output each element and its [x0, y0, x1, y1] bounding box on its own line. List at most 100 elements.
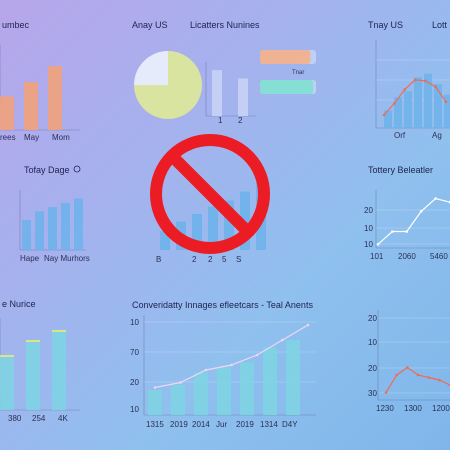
p4-bar-2 — [48, 207, 57, 250]
p9-point-2 — [406, 366, 409, 369]
p3-bar-3 — [414, 77, 422, 128]
p8-series-line — [154, 324, 309, 389]
p6-ylabel-2: 10 — [364, 240, 373, 249]
p9-xlabel-0: 1230 — [376, 404, 394, 413]
p8-ylabel-2: 20 — [130, 378, 139, 387]
p2-title-right: Licatters Nunines — [190, 20, 260, 30]
p1-bar-0 — [0, 96, 14, 130]
p8-point-1 — [179, 381, 182, 384]
p8-ylabel-3: 10 — [130, 405, 139, 414]
p5-bar-4 — [224, 200, 234, 250]
p5-xlabel-4: S — [236, 255, 242, 264]
p9-point-4 — [427, 376, 430, 379]
p4-bar-1 — [35, 211, 44, 250]
p4-bar-3 — [61, 202, 70, 250]
p7-xlabel-0: 380 — [8, 414, 22, 423]
p8-bar-5 — [263, 347, 277, 415]
p3-point-4 — [424, 79, 427, 83]
p8-bar-2 — [194, 372, 208, 415]
p2-progress-fill-0 — [260, 50, 311, 64]
p2-xlabel-1: 2 — [238, 116, 243, 125]
p6-title: Tottery Beleatler — [368, 165, 434, 175]
p3-title-left: Tnay US — [368, 20, 404, 30]
p8-point-2 — [204, 368, 208, 372]
p3-xlabel-0: Orf — [394, 131, 406, 140]
p5-xlabel-3: 5 — [222, 255, 227, 264]
p2-title-left: Anay US — [132, 20, 168, 30]
p1-xlabel-1: May — [24, 133, 40, 142]
p2-bar-0 — [212, 70, 222, 116]
p8-xlabel-2: 2014 — [192, 420, 210, 429]
p6-xlabel-0: 101 — [370, 252, 384, 261]
p5-bar-3 — [208, 206, 218, 250]
clock-icon — [73, 165, 81, 173]
p7-bar-cap-1 — [26, 340, 40, 342]
p8-point-3 — [230, 363, 233, 367]
p7-title: e Nurice — [2, 299, 36, 309]
p7-xlabel-1: 254 — [32, 414, 46, 423]
p7-bar-cap-0 — [0, 355, 14, 357]
p2-pie-slice-1 — [134, 51, 168, 85]
p3-bar-4 — [424, 73, 432, 128]
p5-xlabel-0: B — [156, 255, 162, 264]
p1-xlabel-2: Mom — [52, 133, 70, 142]
p4-title: Tofay Dage — [24, 165, 70, 175]
p1-bar-1 — [24, 82, 38, 130]
p5-xlabel-2: 2 — [208, 255, 213, 264]
p3-point-5 — [434, 85, 437, 89]
p9-ylabel-0: 20 — [368, 314, 377, 323]
p8-xlabel-4: 2019 — [236, 420, 254, 429]
p8-xlabel-0: 1315 — [146, 420, 164, 429]
p4-xlabel-0: Hape — [20, 254, 40, 263]
p7-bar-1 — [26, 340, 40, 410]
p8-ylabel-0: 10 — [130, 318, 139, 327]
p3-point-2 — [403, 88, 406, 91]
p2-progress-fill-1 — [260, 80, 314, 94]
p3-bar-5 — [434, 84, 442, 128]
p9-point-0 — [384, 391, 388, 394]
p3-bar-2 — [404, 91, 412, 128]
p6-series-line — [377, 197, 450, 245]
p6-point-4 — [434, 197, 437, 200]
p8-bar-4 — [240, 362, 254, 415]
p1-bar-2 — [48, 66, 62, 130]
p2-legend-0: Tnar — [292, 70, 305, 76]
p3-bar-0 — [384, 110, 392, 128]
p8-point-6 — [306, 323, 310, 327]
p8-point-0 — [153, 386, 157, 389]
p3-point-1 — [393, 102, 396, 105]
p1-title: umbec — [2, 20, 30, 30]
p5-bar-2 — [192, 214, 202, 250]
p9-xlabel-2: 1200 — [432, 404, 450, 413]
p6-xlabel-1: 2060 — [398, 252, 416, 261]
p8-bar-3 — [217, 367, 231, 415]
prohibition-icon — [150, 134, 270, 254]
p8-bar-1 — [171, 385, 185, 415]
p8-xlabel-3: Jur — [216, 420, 228, 429]
p3-point-0 — [382, 113, 386, 117]
p8-xlabel-1: 2019 — [170, 420, 188, 429]
p3-bar-1 — [394, 97, 402, 128]
p3-xlabel-1: Ag — [432, 131, 442, 140]
p8-ylabel-1: 70 — [130, 348, 139, 357]
p8-bar-6 — [286, 340, 300, 415]
p5-bar-0 — [160, 231, 170, 250]
p8-point-5 — [281, 338, 284, 342]
p3-point-6 — [444, 100, 448, 104]
p9-xlabel-1: 1300 — [404, 404, 422, 413]
p3-point-3 — [413, 78, 417, 82]
p7-xlabel-2: 4K — [58, 414, 68, 423]
p6-point-2 — [405, 230, 409, 233]
p8-point-4 — [255, 353, 259, 357]
p7-bar-2 — [52, 330, 66, 410]
p8-title: Converidatty Innages efleetcars - Teal A… — [132, 300, 313, 310]
p8-bar-0 — [148, 390, 162, 415]
p6-point-0 — [376, 243, 380, 246]
prohibition-slash-icon — [167, 151, 253, 237]
p2-bar-1 — [238, 78, 248, 116]
p2-xlabel-0: 1 — [218, 116, 223, 125]
p8-xlabel-5: 1314 — [260, 420, 278, 429]
p3-bar-6 — [444, 94, 450, 128]
